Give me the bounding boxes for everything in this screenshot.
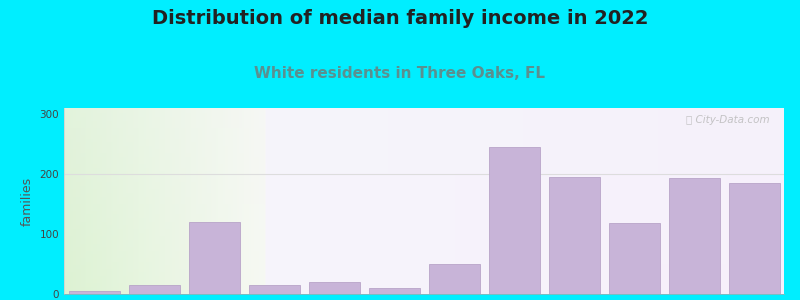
Bar <box>249 285 299 294</box>
Bar <box>729 183 779 294</box>
Bar <box>609 223 659 294</box>
Text: ⓘ City-Data.com: ⓘ City-Data.com <box>686 116 770 125</box>
Bar <box>549 177 599 294</box>
Bar <box>129 285 179 294</box>
Bar <box>429 264 479 294</box>
Text: White residents in Three Oaks, FL: White residents in Three Oaks, FL <box>254 66 546 81</box>
Bar <box>189 222 239 294</box>
Bar <box>69 291 119 294</box>
Bar <box>489 147 539 294</box>
Y-axis label: families: families <box>21 176 34 226</box>
Bar <box>669 178 719 294</box>
Bar <box>369 288 419 294</box>
Bar <box>309 282 359 294</box>
Text: Distribution of median family income in 2022: Distribution of median family income in … <box>152 9 648 28</box>
